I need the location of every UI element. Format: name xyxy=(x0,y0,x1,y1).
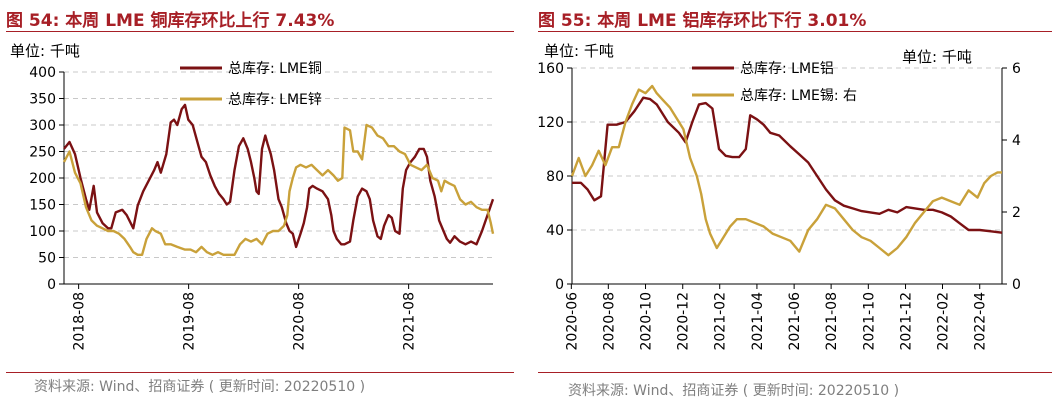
legend-label-0: 总库存: LME铝 xyxy=(740,61,834,77)
figure-title: 图 55: 本周 LME 铝库存环比下行 3.01% xyxy=(538,11,867,31)
y-tick-label: 100 xyxy=(29,224,56,240)
chart-left: 单位: 千吨 0 50 100 150 200 250 300 350 400 2018-08 201… xyxy=(10,42,495,351)
y-tick-label: 40 xyxy=(546,223,564,239)
x-tick-label: 2022-04 xyxy=(973,292,989,351)
source-divider xyxy=(6,372,514,373)
unit-label-left: 单位: 千吨 xyxy=(544,42,614,60)
chart-right: 单位: 千吨 单位: 千吨 0 40 80 120 160 0 2 4 6 2020-06 2020-0… xyxy=(537,42,1021,351)
legend-label-0: 总库存: LME铜 xyxy=(228,61,322,77)
x-tick-label: 2020-08 xyxy=(601,292,617,351)
legend-label-1: 总库存: LME锡: 右 xyxy=(740,88,857,104)
y-right-tick-label: 6 xyxy=(1012,61,1021,77)
y-tick-label: 250 xyxy=(29,145,56,161)
x-tick-label: 2020-12 xyxy=(676,292,692,351)
source-divider xyxy=(538,372,1052,373)
series-line-1 xyxy=(62,123,495,256)
x-tick-label: 2021-04 xyxy=(750,292,766,351)
y-tick-label: 80 xyxy=(546,169,564,185)
y-tick-label: 400 xyxy=(29,65,56,81)
x-tick-label: 2021-06 xyxy=(787,292,803,351)
y-right-tick-label: 4 xyxy=(1012,133,1021,149)
y-tick-label: 300 xyxy=(29,118,56,134)
x-tick-label: 2020-08 xyxy=(292,292,308,351)
x-tick-label: 2018-08 xyxy=(72,292,88,351)
x-tick-label: 2021-12 xyxy=(899,292,915,351)
x-tick-label: 2022-02 xyxy=(936,292,952,351)
x-tick-label: 2021-08 xyxy=(824,292,840,351)
x-tick-label: 2021-10 xyxy=(861,292,877,351)
series-line-0 xyxy=(63,103,495,249)
series-line-0 xyxy=(572,96,1003,234)
x-tick-label: 2021-08 xyxy=(402,292,418,351)
figure-right: 图 55: 本周 LME 铝库存环比下行 3.01% 单位: 千吨 单位: 千吨 0… xyxy=(530,0,1058,410)
figure-title: 图 54: 本周 LME 铜库存环比上行 7.43% xyxy=(6,11,335,31)
y-tick-label: 160 xyxy=(537,61,564,77)
source-note: 资料来源: Wind、招商证券 ( 更新时间: 20220510 ) xyxy=(568,383,900,399)
figure-left: 图 54: 本周 LME 铜库存环比上行 7.43% 单位: 千吨 0 50 100 1… xyxy=(0,0,520,410)
title-divider xyxy=(6,31,514,32)
x-tick-label: 2021-02 xyxy=(713,292,729,351)
y-tick-label: 0 xyxy=(555,277,564,293)
y-tick-label: 0 xyxy=(47,277,56,293)
y-tick-label: 200 xyxy=(29,171,56,187)
title-divider xyxy=(538,31,1052,32)
x-tick-label: 2019-08 xyxy=(182,292,198,351)
source-note: 资料来源: Wind、招商证券 ( 更新时间: 20220510 ) xyxy=(34,379,366,395)
x-tick-label: 2020-06 xyxy=(564,292,580,351)
unit-label-left: 单位: 千吨 xyxy=(10,42,80,60)
y-tick-label: 350 xyxy=(29,92,56,108)
x-tick-label: 2020-10 xyxy=(639,292,655,351)
unit-label-right: 单位: 千吨 xyxy=(902,48,972,66)
legend-label-1: 总库存: LME锌 xyxy=(228,92,322,108)
y-right-tick-label: 0 xyxy=(1012,277,1021,293)
y-tick-label: 50 xyxy=(38,251,56,267)
y-tick-label: 120 xyxy=(537,115,564,131)
series-line-1 xyxy=(570,84,1002,257)
y-right-tick-label: 2 xyxy=(1012,205,1021,221)
y-tick-label: 150 xyxy=(29,198,56,214)
